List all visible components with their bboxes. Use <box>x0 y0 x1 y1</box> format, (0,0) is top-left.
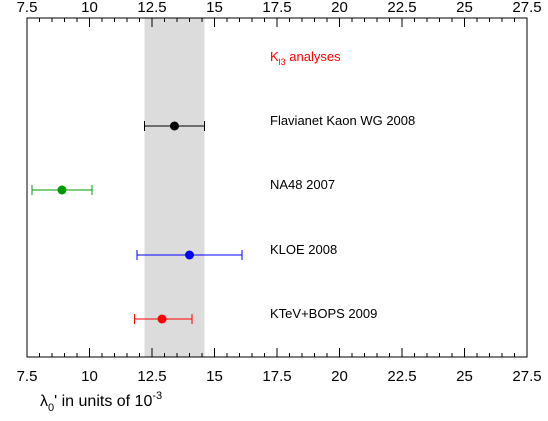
data-point <box>57 185 67 195</box>
top-tick-label: 27.5 <box>512 0 541 16</box>
top-tick-label: 25 <box>456 0 473 16</box>
average-band <box>144 18 205 357</box>
legend-title-rest: analyses <box>286 49 341 64</box>
top-tick-label: 15 <box>206 0 223 16</box>
bottom-tick-label: 7.5 <box>17 368 38 385</box>
top-tick-label: 7.5 <box>17 0 38 16</box>
bottom-tick-label: 25 <box>456 368 473 385</box>
x-label-mid: ' in units of 10 <box>54 393 152 410</box>
bottom-tick-label: 17.5 <box>262 368 291 385</box>
bottom-tick-label: 20 <box>331 368 348 385</box>
data-point <box>185 250 194 260</box>
top-tick-labels: 7.5 10 12.5 15 17.5 20 22.5 25 27.5 <box>17 0 542 16</box>
x-label-sup: -3 <box>152 390 162 402</box>
bottom-tick-label: 12.5 <box>137 368 166 385</box>
legend-title: Kl3 analyses <box>270 49 341 67</box>
data-point <box>157 314 167 324</box>
measurement-2: NA48 2007 <box>31 177 335 195</box>
legend-title-sub: l3 <box>279 57 286 67</box>
top-tick-label: 20 <box>331 0 348 16</box>
bottom-tick-label: 27.5 <box>512 368 541 385</box>
top-tick-label: 17.5 <box>262 0 291 16</box>
bottom-tick-labels: 7.5 10 12.5 15 17.5 20 22.5 25 27.5 <box>17 368 542 385</box>
bottom-tick-label: 15 <box>206 368 223 385</box>
top-tick-label: 22.5 <box>387 0 416 16</box>
measurement-1: Flavianet Kaon WG 2008 <box>144 113 415 131</box>
measurement-label: Flavianet Kaon WG 2008 <box>270 113 415 128</box>
measurements: Flavianet Kaon WG 2008 NA48 2007 KLOE 2008… <box>31 113 415 324</box>
x-axis-label: λ0' in units of 10-3 <box>40 390 162 414</box>
legend-title-base: K <box>270 49 279 64</box>
data-point <box>170 121 179 131</box>
axis-ticks <box>26 18 528 357</box>
measurement-3: KLOE 2008 <box>136 242 337 260</box>
top-tick-label: 12.5 <box>137 0 166 16</box>
measurement-4: KTeV+BOPS 2009 <box>134 306 377 324</box>
bottom-tick-label: 10 <box>81 368 98 385</box>
bottom-tick-label: 22.5 <box>387 368 416 385</box>
x-label-sub: 0 <box>48 402 54 414</box>
measurement-label: KLOE 2008 <box>270 242 337 257</box>
measurement-label: KTeV+BOPS 2009 <box>270 306 377 321</box>
measurement-label: NA48 2007 <box>270 177 335 192</box>
x-label-base: λ <box>40 393 48 410</box>
top-tick-label: 10 <box>81 0 98 16</box>
